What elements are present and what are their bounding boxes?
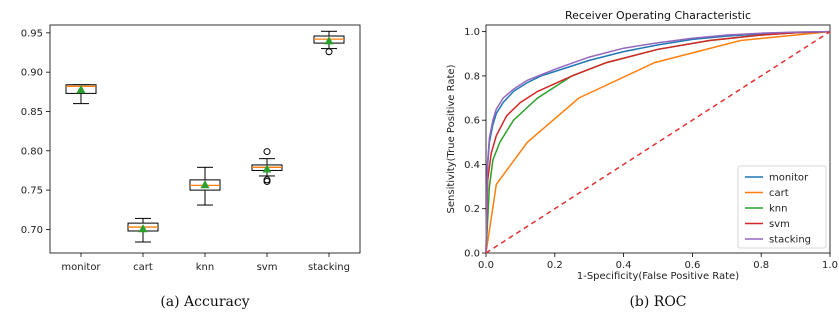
roc-y-tick-label: 0.4 (464, 160, 480, 171)
legend-frame (737, 165, 827, 249)
legend-label-svm: svm (769, 219, 790, 230)
roc-line-monitor (485, 30, 831, 254)
mean-marker (262, 164, 272, 173)
roc-x-tick-label: 0.6 (684, 260, 700, 271)
roc-y-tick-label: 0.8 (464, 71, 480, 82)
roc-plot-frame (485, 24, 831, 254)
outlier-point (263, 148, 271, 156)
accuracy-plot-frame (49, 24, 361, 254)
x-tick-label-knn: knn (196, 262, 214, 273)
roc-y-tick-label: 0.2 (464, 204, 480, 215)
roc-x-tick-label: 0.0 (478, 260, 494, 271)
caption-accuracy: (a) Accuracy (160, 294, 249, 310)
mean-marker (200, 180, 210, 189)
mean-marker (76, 84, 86, 94)
roc-xlabel: 1-Specificity(False Positive Rate) (577, 271, 739, 282)
y-tick-label: 0.75 (21, 186, 43, 197)
roc-x-tick-label: 1.0 (822, 260, 838, 271)
roc-y-tick-label: 0.0 (464, 249, 480, 260)
roc-ylabel: Sensitivity(True Positive Rate) (446, 64, 457, 213)
y-tick-label: 0.85 (21, 107, 43, 118)
box-knn (189, 166, 221, 206)
roc-x-tick-label: 0.4 (616, 260, 632, 271)
roc-legend: monitor cart knn svm stacking (737, 165, 827, 249)
mean-marker (138, 224, 148, 233)
roc-line-stacking (485, 30, 831, 254)
box-stacking (313, 30, 345, 56)
y-tick-label: 0.95 (21, 28, 43, 39)
x-tick-label-svm: svm (257, 262, 278, 273)
y-tick-label: 0.80 (21, 146, 43, 157)
roc-x-tick-label: 0.8 (753, 260, 769, 271)
roc-x-tick-label: 0.2 (547, 260, 563, 271)
legend-label-knn: knn (769, 204, 787, 215)
y-tick-label: 0.70 (21, 225, 43, 236)
roc-y-tick-label: 0.6 (464, 116, 480, 127)
caption-roc: (b) ROC (629, 294, 686, 310)
outlier-point (263, 176, 271, 184)
legend-label-cart: cart (769, 188, 789, 199)
mean-marker (324, 36, 334, 45)
x-tick-label-monitor: monitor (61, 262, 101, 273)
roc-line-cart (485, 30, 831, 254)
y-tick-label: 0.90 (21, 68, 43, 79)
x-tick-label-stacking: stacking (308, 262, 350, 273)
box-monitor (65, 84, 97, 105)
accuracy-boxplot-panel: 0.70 0.75 0.80 0.85 0.90 0.95 monitor cart knn s… (21, 24, 361, 273)
legend-label-stacking: stacking (769, 235, 811, 246)
legend-label-monitor: monitor (769, 173, 809, 184)
outlier-point (325, 48, 333, 56)
roc-line-svm (485, 30, 831, 254)
box-svm (251, 148, 283, 185)
box-cart (127, 217, 159, 243)
roc-title: Receiver Operating Characteristic (565, 9, 751, 22)
x-tick-label-cart: cart (133, 262, 153, 273)
roc-panel: Receiver Operating Characteristic 0.0 0.2… (446, 9, 838, 282)
roc-y-tick-label: 1.0 (464, 27, 480, 38)
